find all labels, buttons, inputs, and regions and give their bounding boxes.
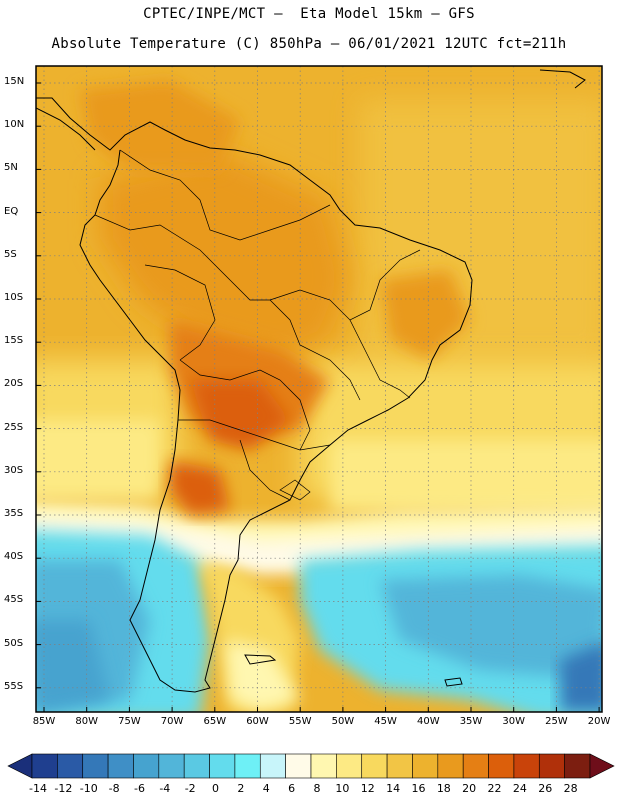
lat-label: 15N (4, 76, 25, 87)
colorbar-label: 4 (262, 782, 270, 795)
lat-label: 5S (4, 248, 17, 260)
lon-label: 25W (545, 716, 568, 727)
lat-label: 55S (4, 680, 24, 692)
colorbar-label: -14 (29, 782, 47, 795)
lat-label: 50S (4, 637, 24, 649)
lon-label: 50W (331, 716, 355, 727)
colorbar-label: -12 (54, 782, 73, 795)
colorbar-swatch (183, 753, 210, 779)
lon-label: 20W (587, 716, 611, 727)
colorbar-swatch (310, 753, 337, 779)
colorbar-swatch (82, 753, 109, 779)
lon-label: 55W (288, 716, 312, 727)
temperature-field (36, 66, 602, 712)
colorbar-label: -10 (79, 782, 98, 795)
colorbar-swatch (133, 753, 160, 779)
coastlines (36, 69, 586, 693)
lon-label: 65W (203, 716, 227, 727)
lat-label: 45S (4, 594, 24, 606)
colorbar-label: 26 (538, 782, 553, 795)
lon-label: 60W (246, 716, 269, 727)
map-frame (35, 65, 603, 713)
colorbar-label: 2 (237, 782, 245, 795)
colorbar-swatch (412, 753, 439, 779)
colorbar-swatch (107, 753, 134, 779)
chart-title-line2: Absolute Temperature (C) 850hPa – 06/01/… (51, 36, 567, 52)
colorbar-right-arrow (589, 753, 615, 779)
axis-ticks (36, 82, 600, 712)
colorbar-swatch (361, 753, 388, 779)
colorbar-swatch (538, 753, 565, 779)
colorbar-label: 28 (563, 782, 578, 795)
colorbar-label: 22 (487, 782, 502, 795)
colorbar-swatch (513, 753, 540, 779)
colorbar-label: -4 (159, 782, 171, 795)
colorbar-label: 18 (436, 782, 451, 795)
lon-label: 85W (32, 716, 56, 727)
colorbar-swatch (209, 753, 236, 779)
colorbar-swatch (488, 753, 515, 779)
colorbar-label: -8 (108, 782, 120, 795)
lat-label: 30S (4, 464, 24, 476)
colorbar-label: 24 (512, 782, 527, 795)
lat-label: 10S (4, 292, 24, 303)
colorbar-label: 8 (313, 782, 321, 795)
colorbar-swatch (564, 753, 591, 779)
colorbar-swatch (462, 753, 489, 779)
lon-label: 80W (75, 716, 98, 727)
colorbar-swatch (336, 753, 363, 779)
colorbar-swatch (57, 753, 84, 779)
colorbar-label: -6 (133, 782, 145, 795)
country-borders (94, 149, 421, 501)
colorbar-label: 12 (360, 782, 375, 795)
colorbar-label: 0 (212, 782, 220, 795)
colorbar-swatch (234, 753, 261, 779)
lat-label: 15S (4, 335, 24, 347)
colorbar-swatch (285, 753, 312, 779)
colorbar (7, 753, 615, 779)
lat-label: 5N (4, 162, 18, 174)
lon-label: 75W (118, 716, 141, 727)
lon-label: 70W (160, 716, 184, 727)
colorbar-label: 10 (335, 782, 350, 795)
colorbar-label: 16 (411, 782, 426, 795)
lat-label: 35S (4, 508, 24, 519)
lat-label: 40S (4, 551, 24, 563)
lon-label: 35W (459, 716, 483, 727)
colorbar-label: -2 (184, 782, 196, 795)
lon-label: 30W (502, 716, 525, 727)
colorbar-swatch (158, 753, 185, 779)
lon-label: 40W (416, 716, 440, 727)
colorbar-label: 14 (386, 782, 401, 795)
lat-label: 25S (4, 421, 24, 433)
colorbar-label: 20 (462, 782, 477, 795)
colorbar-swatch (437, 753, 464, 779)
lat-label: EQ (4, 205, 19, 217)
colorbar-left-arrow (7, 753, 33, 779)
colorbar-swatch (386, 753, 413, 779)
lat-label: 10N (4, 119, 25, 131)
chart-title-line1: CPTEC/INPE/MCT – Eta Model 15km – GFS (143, 6, 475, 22)
lat-label: 20S (4, 378, 24, 390)
colorbar-swatch (31, 753, 58, 779)
colorbar-label: 6 (288, 782, 296, 795)
lon-label: 45W (374, 716, 397, 727)
colorbar-swatch (259, 753, 286, 779)
